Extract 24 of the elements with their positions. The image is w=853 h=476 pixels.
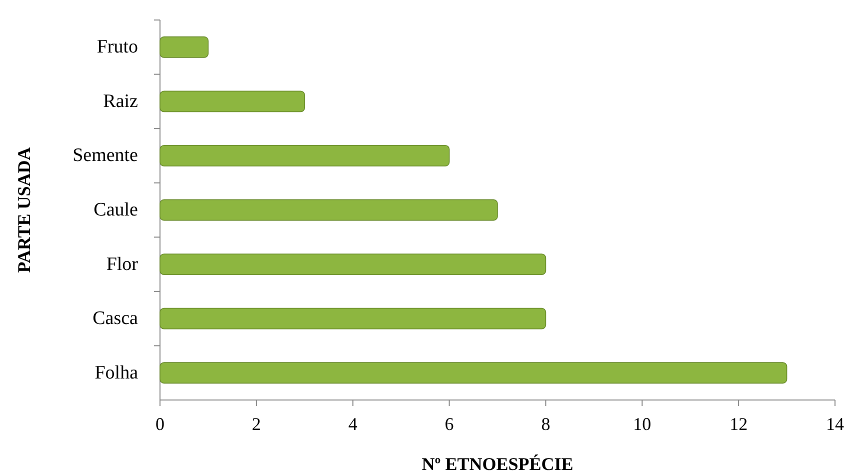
bar: [160, 199, 498, 221]
y-tick-label: Fruto: [96, 36, 138, 58]
x-tick-label: 8: [541, 414, 550, 434]
x-tick-label: 2: [252, 414, 261, 434]
bar: [160, 90, 306, 112]
x-tick-label: 10: [633, 414, 652, 434]
y-tick-label: Folha: [94, 362, 139, 384]
x-tick-label: 4: [348, 414, 358, 434]
bar: [160, 362, 788, 384]
x-tick-label: 12: [730, 414, 748, 434]
x-axis-title: Nº ETNOESPÉCIE: [422, 454, 574, 474]
bar: [160, 145, 450, 166]
y-tick-label: Raiz: [103, 90, 138, 112]
bar: [160, 36, 209, 58]
x-tick-label: 0: [156, 414, 164, 434]
y-axis-title: PARTE USADA: [14, 147, 34, 273]
y-tick-label: Caule: [94, 200, 138, 220]
bar: [160, 254, 546, 275]
y-tick-label: Flor: [106, 254, 139, 275]
x-tick-label: 14: [826, 414, 844, 434]
y-tick-label: Semente: [72, 145, 138, 166]
bar: [160, 308, 546, 330]
y-tick-label: Casca: [92, 308, 139, 330]
x-tick-label: 6: [444, 414, 454, 434]
